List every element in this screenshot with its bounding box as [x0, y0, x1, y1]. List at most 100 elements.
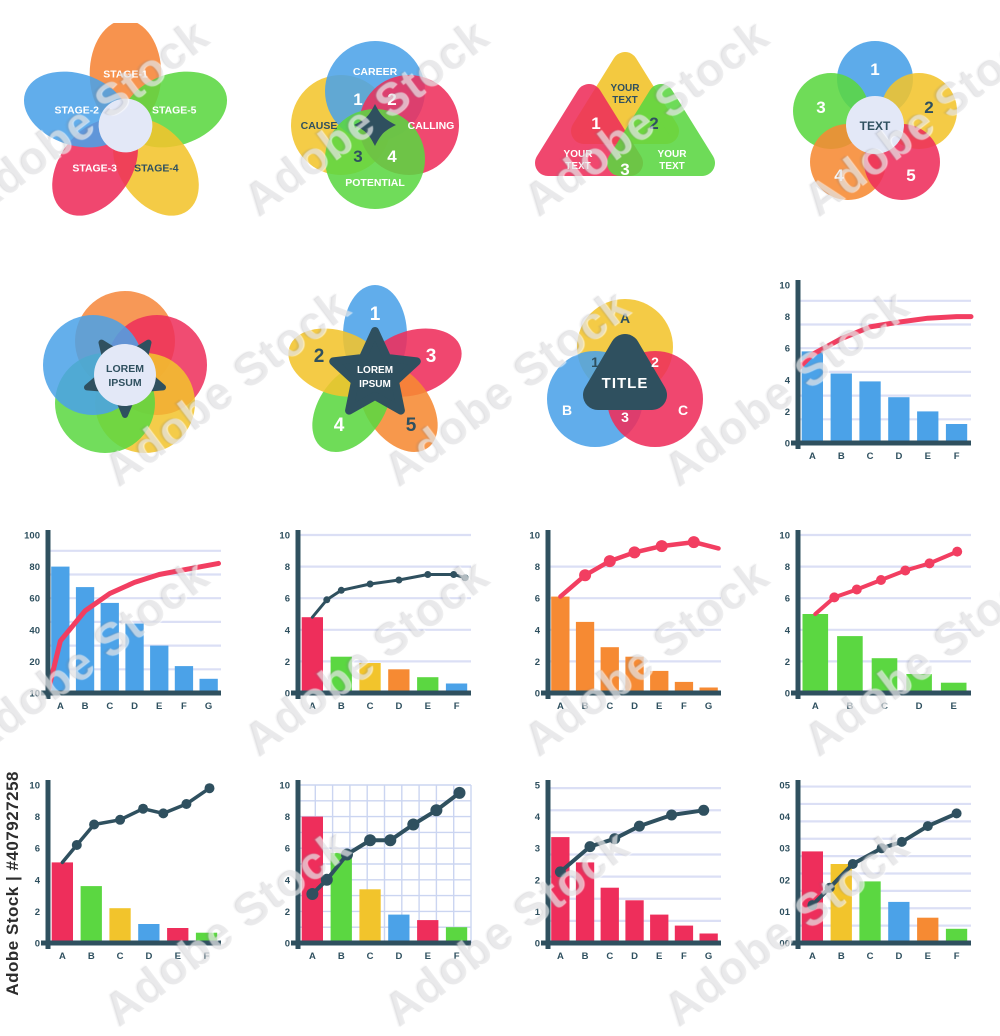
number-1: 1 [870, 60, 879, 79]
y-tick-label: 2 [285, 907, 290, 918]
bar [830, 373, 852, 443]
y-tick-label: 10 [279, 781, 290, 792]
x-category-label: D [395, 701, 402, 712]
bar [138, 924, 160, 943]
x-category-label: F [954, 951, 960, 962]
stage-1-label: STAGE-1 [103, 69, 148, 80]
line-dot [341, 848, 353, 861]
pareto-chart-svg: 5 4 3 2 1 0 A B C D E F G [535, 780, 721, 962]
y-tick-label: 03 [779, 844, 790, 855]
x-category-label: B [846, 701, 853, 712]
bar [551, 837, 570, 943]
x-category-label: B [838, 451, 845, 462]
bar [330, 852, 352, 943]
x-category-label: G [705, 701, 712, 712]
line-dot [181, 799, 192, 809]
line-dot [138, 803, 149, 814]
y-tick-label: 4 [35, 875, 41, 886]
title-text: TITLE [602, 375, 649, 392]
your-text-left-line2: TEXT [565, 161, 591, 172]
line-dot [876, 843, 887, 854]
y-tick-label: 2 [35, 907, 40, 918]
number-2: 2 [924, 98, 933, 117]
y-tick-label: 6 [535, 594, 540, 605]
line-dot [824, 882, 835, 893]
line-dot [829, 592, 840, 603]
y-tick-label: 8 [785, 562, 790, 573]
x-category-label: A [809, 951, 816, 962]
x-category-label: A [809, 451, 816, 462]
y-tick-label: 6 [785, 344, 790, 355]
line-dot [554, 866, 566, 878]
x-category-label: C [117, 951, 124, 962]
y-tick-label: 10 [779, 281, 790, 292]
x-category-label: G [705, 951, 712, 962]
line-dot [323, 596, 331, 604]
your-text-right-line2: TEXT [659, 161, 685, 172]
y-tick-label: 0 [535, 939, 540, 950]
pareto-chart-1: 100 80 60 40 20 10 A B C D E F G [21, 521, 229, 729]
pareto-chart-0: 10 8 6 4 2 0 A B C D E F [771, 271, 979, 479]
y-tick-label: 05 [779, 781, 790, 792]
stage-4-label: STAGE-4 [134, 163, 179, 174]
x-category-label: D [631, 951, 638, 962]
icon-pareto-padded: 05 04 03 02 01 00 A B C D E F [750, 750, 1000, 1000]
bar [125, 623, 144, 693]
cumulative-line [813, 549, 960, 616]
x-category-label: C [606, 951, 613, 962]
number-3: 3 [353, 147, 362, 166]
y-tick-label: 6 [285, 844, 290, 855]
pareto-chart-2: 10 8 6 4 2 0 A B C D E F [271, 521, 479, 729]
x-category-label: A [309, 951, 316, 962]
bar [802, 614, 829, 693]
line-dot [655, 540, 668, 553]
bar [359, 889, 381, 943]
pareto-chart-svg: 05 04 03 02 01 00 A B C D E F [779, 780, 971, 962]
bar [940, 682, 967, 693]
center-diamond [354, 104, 396, 146]
stage-3-label: STAGE-3 [72, 163, 117, 174]
icon-text-flower: TEXT 1 2 3 4 5 [750, 0, 1000, 250]
bar [674, 681, 694, 693]
line-dot [807, 900, 818, 911]
y-tick-label: 0 [285, 689, 290, 700]
number-4: 4 [387, 147, 397, 166]
y-tick-label: 0 [785, 689, 790, 700]
number-5: 5 [406, 415, 417, 436]
icon-stage-flower: STAGE-1 STAGE-5 STAGE-4 STAGE-3 STAGE-2 [0, 0, 250, 250]
bar [445, 683, 468, 693]
lorem-line2: IPSUM [359, 379, 391, 390]
bar [859, 881, 881, 943]
y-tick-label: 5 [535, 781, 541, 792]
y-tick-label: 0 [35, 939, 40, 950]
x-category-label: C [867, 451, 874, 462]
icon-pareto-orange: 10 8 6 4 2 0 A B C D E F G [500, 500, 750, 750]
x-category-label: D [895, 451, 902, 462]
your-text-right-line1: YOUR [658, 149, 688, 160]
bar [945, 928, 968, 943]
career-venn-svg: CAREER CAUSE CALLING POTENTIAL 1 2 3 4 [291, 41, 459, 209]
x-category-label: C [367, 951, 374, 962]
number-4: 4 [834, 166, 844, 185]
y-tick-label: 20 [29, 657, 40, 668]
number-4: 4 [334, 415, 345, 436]
line-dot [922, 821, 933, 832]
y-tick-label: 2 [785, 407, 790, 418]
line-dot [204, 783, 215, 794]
y-tick-label: 6 [285, 594, 290, 605]
line-dot [628, 546, 641, 559]
x-category-label: C [867, 951, 874, 962]
pareto-chart-3: 10 8 6 4 2 0 A B C D E F G [521, 521, 729, 729]
title-venn-svg: TITLE A B C 1 2 3 [547, 299, 703, 447]
number-3: 3 [620, 160, 629, 179]
x-category-label: E [951, 701, 957, 712]
pareto-chart-6: 10 8 6 4 2 0 A B C D E F [271, 771, 479, 979]
center-circle [94, 344, 156, 406]
bar [625, 900, 644, 943]
y-tick-label: 4 [285, 875, 291, 886]
y-tick-label: 2 [785, 657, 790, 668]
x-category-label: D [631, 701, 638, 712]
y-tick-label: 02 [779, 875, 790, 886]
bar [888, 901, 910, 943]
bar [417, 677, 439, 693]
